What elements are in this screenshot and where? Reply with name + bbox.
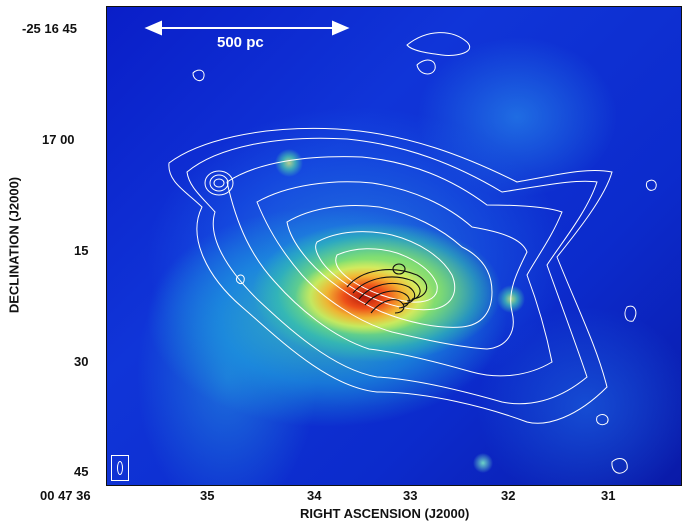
x-tick-label: 00 47 36 [40,488,91,503]
y-tick-label: -25 16 45 [22,21,77,36]
y-tick-label: 30 [74,354,89,369]
scalebar-label: 500 pc [217,34,264,51]
noise-contour-a [406,32,470,56]
compact-source-contour-inner [213,178,225,188]
noise-contour-e [646,179,657,191]
core-contour-1 [346,269,428,300]
contour-level-7 [335,248,438,303]
contour-level-6 [315,231,456,311]
noise-contour-h [236,274,245,284]
core-contour-3 [358,282,416,305]
noise-contour-g [596,414,609,426]
core-contour-2 [352,276,421,302]
core-contour-peak [392,263,406,275]
scalebar-arrow-right [332,20,350,36]
x-tick-label: 31 [601,488,616,503]
contour-level-5 [286,205,493,328]
scalebar-arrow-left [144,20,162,36]
contour-level-2 [186,137,598,405]
y-tick-label: 45 [74,464,89,479]
y-tick-label: 15 [74,243,89,258]
core-contour-4 [364,290,410,309]
contour-level-4 [256,181,528,350]
noise-contour-b [416,59,436,75]
compact-source-contour-outer [204,170,234,196]
y-axis-title: DECLINATION (J2000) [6,176,22,314]
x-tick-label: 35 [200,488,215,503]
beam-ellipse-icon [117,461,123,475]
compact-source-contour-mid [209,174,229,192]
x-axis-title: RIGHT ASCENSION (J2000) [300,506,470,521]
image-panel: 500 pc [106,6,682,486]
noise-contour-d [624,305,637,322]
x-tick-label: 34 [307,488,322,503]
noise-contour-c [192,69,205,82]
contour-level-3 [226,156,563,377]
x-tick-label: 33 [403,488,418,503]
core-contour-5 [370,299,405,314]
contour-level-1 [168,127,613,424]
x-tick-label: 32 [501,488,516,503]
contour-overlay [144,20,657,474]
scalebar [144,20,350,36]
beam-box [111,455,129,481]
y-tick-label: 17 00 [42,132,75,147]
noise-contour-f [611,458,628,474]
